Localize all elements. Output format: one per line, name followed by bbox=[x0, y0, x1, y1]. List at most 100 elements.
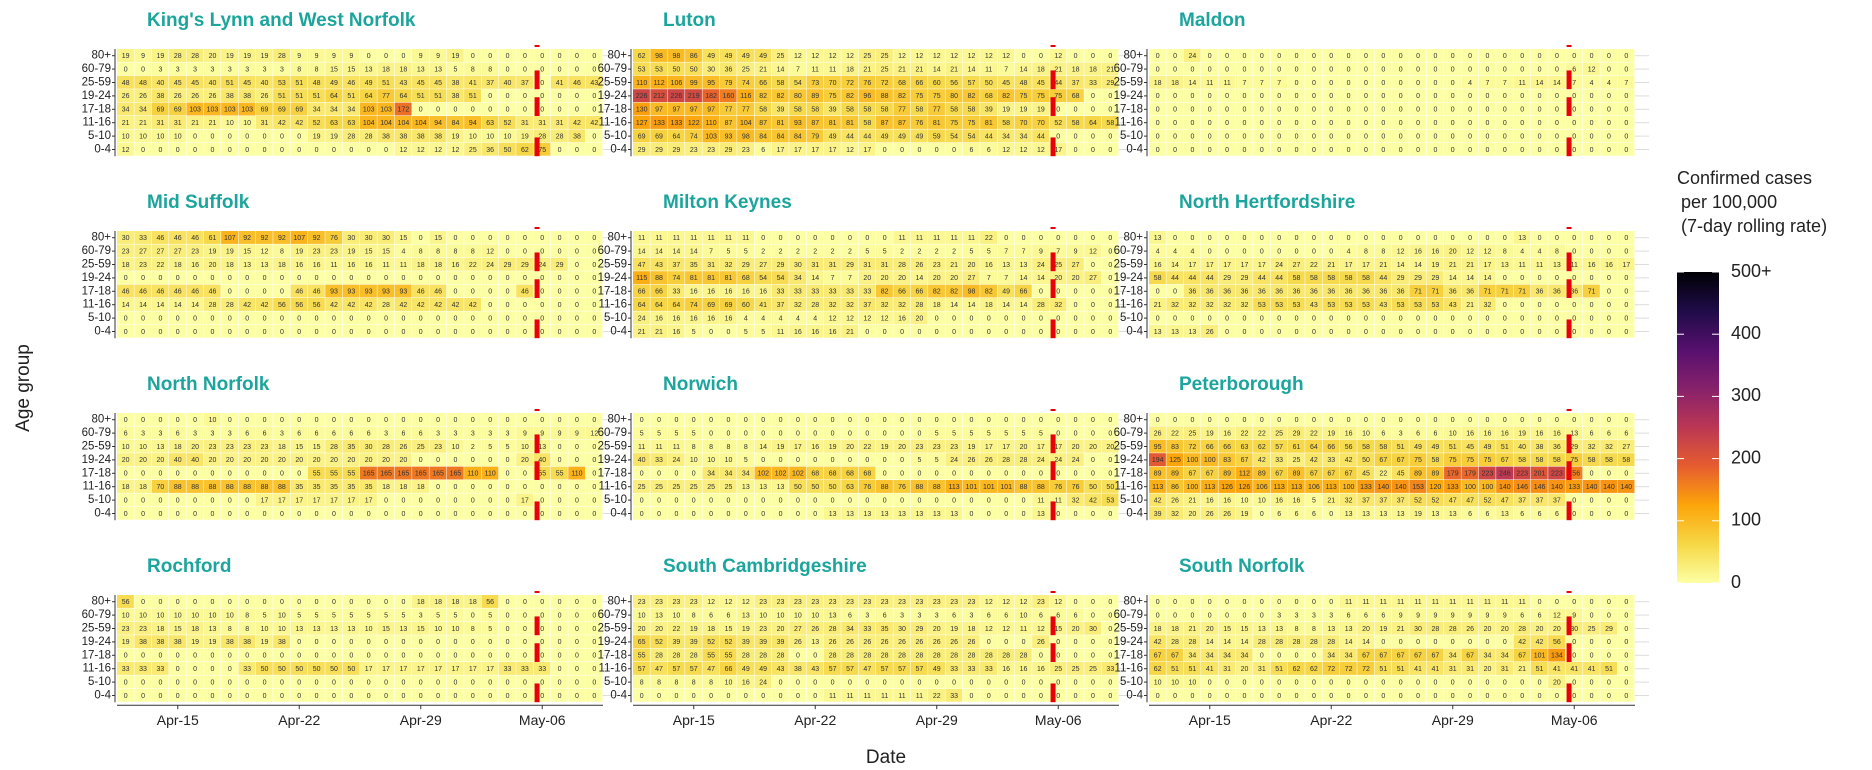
cell-label: 112 bbox=[1239, 471, 1250, 478]
cell-label: 0 bbox=[1416, 120, 1420, 127]
cell-label: 6 bbox=[332, 430, 336, 437]
cell-label: 103 bbox=[705, 133, 717, 140]
y-tick-label: 25-59 bbox=[82, 259, 111, 271]
cell-label: 0 bbox=[280, 599, 284, 606]
cell-label: 0 bbox=[1004, 417, 1008, 424]
cell-label: 3 bbox=[419, 612, 423, 619]
cell-label: 17 bbox=[1241, 262, 1249, 269]
cell-label: 3 bbox=[176, 66, 180, 73]
cell-label: 4 bbox=[1538, 248, 1542, 255]
cell-label: 23 bbox=[690, 147, 698, 154]
cell-label: 29 bbox=[1293, 430, 1301, 437]
cell-label: 6 bbox=[1624, 430, 1628, 437]
cell-label: 0 bbox=[1208, 315, 1212, 322]
cell-label: 14 bbox=[1020, 275, 1028, 282]
cell-label: 0 bbox=[1572, 235, 1576, 242]
cell-label: 106 bbox=[1308, 484, 1320, 491]
cell-label: 0 bbox=[1173, 66, 1177, 73]
cell-label: 0 bbox=[488, 289, 492, 296]
cell-label: 0 bbox=[1347, 417, 1351, 424]
cell-label: 19 bbox=[452, 133, 460, 140]
cell-label: 57 bbox=[1275, 444, 1283, 451]
cell-label: 14 bbox=[968, 302, 976, 309]
cell-label: 0 bbox=[488, 457, 492, 464]
heat-cell bbox=[568, 102, 586, 116]
y-tick-label: 17-18 bbox=[598, 467, 627, 479]
cell-label: 0 bbox=[193, 599, 197, 606]
cell-label: 0 bbox=[141, 147, 145, 154]
cell-label: 0 bbox=[1260, 133, 1264, 140]
cell-label: 0 bbox=[141, 497, 145, 504]
cell-label: 0 bbox=[1277, 248, 1281, 255]
cell-label: 23 bbox=[898, 599, 906, 606]
cell-label: 34 bbox=[1002, 133, 1010, 140]
cell-label: 10 bbox=[174, 133, 182, 140]
cell-label: 19 bbox=[1206, 430, 1214, 437]
cell-label: 146 bbox=[1516, 484, 1528, 491]
heat-cell bbox=[134, 129, 152, 143]
heat-cell bbox=[429, 89, 447, 103]
cell-label: 0 bbox=[540, 599, 544, 606]
cell-label: 0 bbox=[674, 511, 678, 518]
cell-label: 30 bbox=[382, 235, 390, 242]
cell-label: 0 bbox=[228, 693, 232, 700]
cell-label: 29 bbox=[742, 262, 750, 269]
cell-label: 11 bbox=[330, 262, 337, 269]
cell-label: 0 bbox=[744, 417, 748, 424]
cell-label: 16 bbox=[707, 315, 715, 322]
heat-cell bbox=[117, 75, 134, 89]
cell-label: 0 bbox=[1329, 235, 1333, 242]
cell-label: 55 bbox=[330, 471, 338, 478]
cell-label: 0 bbox=[436, 107, 440, 114]
cell-label: 140 bbox=[1620, 484, 1632, 491]
cell-label: 0 bbox=[263, 693, 267, 700]
cell-label: 52 bbox=[1414, 497, 1422, 504]
cell-label: 0 bbox=[592, 107, 596, 114]
cell-label: 0 bbox=[540, 80, 544, 87]
cell-label: 0 bbox=[779, 511, 783, 518]
cell-label: 101 bbox=[983, 484, 995, 491]
cell-label: 0 bbox=[1416, 329, 1420, 336]
cell-label: 17 bbox=[1206, 262, 1214, 269]
cell-label: 54 bbox=[794, 80, 802, 87]
cell-label: 98 bbox=[655, 53, 663, 60]
cell-label: 0 bbox=[1108, 329, 1112, 336]
heat-cell bbox=[464, 102, 481, 116]
cell-label: 0 bbox=[1607, 248, 1611, 255]
heat-cell bbox=[360, 62, 377, 76]
cell-label: 0 bbox=[488, 417, 492, 424]
cell-label: 13 bbox=[1501, 262, 1509, 269]
heat-cell bbox=[360, 102, 377, 116]
cell-label: 0 bbox=[1486, 235, 1490, 242]
cell-label: 0 bbox=[1538, 66, 1542, 73]
cell-label: 89 bbox=[811, 93, 819, 100]
cell-label: 0 bbox=[1225, 53, 1229, 60]
cell-label: 42 bbox=[1089, 497, 1097, 504]
cell-label: 0 bbox=[1108, 302, 1112, 309]
heat-cell bbox=[412, 62, 429, 76]
cell-label: 21 bbox=[863, 66, 871, 73]
cell-label: 0 bbox=[1074, 329, 1078, 336]
cell-label: 0 bbox=[883, 471, 887, 478]
cell-label: 0 bbox=[1520, 107, 1524, 114]
cell-label: 0 bbox=[401, 693, 405, 700]
y-tick-label: 0-4 bbox=[1126, 326, 1143, 338]
cell-label: 0 bbox=[1486, 66, 1490, 73]
cell-label: 5 bbox=[917, 457, 921, 464]
cell-label: 0 bbox=[158, 275, 162, 282]
cell-label: 0 bbox=[280, 133, 284, 140]
cell-label: 0 bbox=[488, 693, 492, 700]
cell-label: 14 bbox=[811, 275, 819, 282]
cell-label: 0 bbox=[124, 679, 128, 686]
heat-cell bbox=[117, 116, 134, 129]
cell-label: 0 bbox=[141, 417, 145, 424]
cell-label: 14 bbox=[1037, 275, 1045, 282]
y-tick-label: 25-59 bbox=[598, 623, 627, 635]
cell-label: 44 bbox=[863, 133, 871, 140]
cell-label: 16 bbox=[1154, 262, 1162, 269]
cell-label: 47 bbox=[638, 262, 646, 269]
cell-label: 34 bbox=[794, 275, 802, 282]
cell-label: 140 bbox=[1377, 484, 1389, 491]
cell-label: 89 bbox=[1414, 471, 1422, 478]
cell-label: 0 bbox=[176, 693, 180, 700]
